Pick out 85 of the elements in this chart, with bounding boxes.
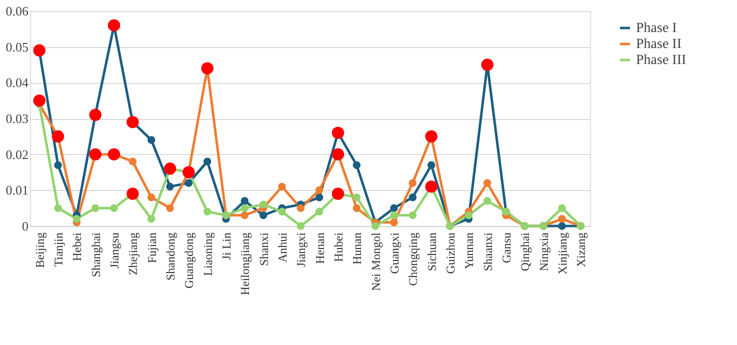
x-tick-label: Zhejiang <box>126 232 140 276</box>
x-tick-label: Anhui <box>276 232 290 262</box>
point <box>352 204 361 212</box>
point <box>259 211 268 220</box>
point <box>427 161 436 169</box>
x-tick-label: Jiangsu <box>108 232 122 268</box>
legend-label: Phase III <box>636 53 686 68</box>
point <box>72 214 81 223</box>
x-tick-label: Qinghai <box>518 232 532 272</box>
x-tick-label: Nei Mongol <box>368 232 383 291</box>
point <box>147 193 156 202</box>
point <box>296 204 305 212</box>
point <box>408 179 417 187</box>
point <box>390 204 398 212</box>
x-tick-label: Ningxia <box>536 232 551 272</box>
point <box>371 222 380 230</box>
point <box>408 211 417 220</box>
point <box>352 161 361 169</box>
y-tick-label: 0.04 <box>6 75 29 90</box>
point <box>390 218 398 226</box>
point <box>408 193 417 202</box>
point <box>296 222 305 230</box>
point <box>558 204 566 212</box>
point <box>54 204 62 212</box>
x-tick-label: Chongqing <box>406 232 420 286</box>
x-tick-label: Beijing <box>32 232 47 268</box>
x-tick-label: Yunnan <box>462 232 476 270</box>
point <box>483 197 492 205</box>
x-tick-label: Liaoning <box>200 232 215 276</box>
x-tick-label: Guangdong <box>182 232 196 288</box>
point <box>166 204 174 212</box>
x-tick-label: Guizhou <box>444 232 458 274</box>
point <box>91 204 100 212</box>
x-tick-label: Ji Lin <box>220 232 234 260</box>
x-tick-label: Sichuan <box>424 232 439 272</box>
point <box>240 204 249 212</box>
point <box>184 179 193 187</box>
point <box>483 179 492 187</box>
point <box>203 158 212 166</box>
point <box>240 211 249 220</box>
x-tick-label: Shaanxi <box>480 232 495 272</box>
point <box>240 197 249 205</box>
point <box>464 211 473 220</box>
point <box>203 208 212 216</box>
point <box>166 182 174 190</box>
point <box>558 222 566 230</box>
y-tick-label: 0.05 <box>6 39 28 54</box>
x-tick-label: Gansu <box>500 232 514 264</box>
point <box>558 214 566 223</box>
x-tick-label: Guangxi <box>388 232 402 274</box>
point <box>89 108 102 122</box>
point <box>54 161 62 169</box>
y-tick-label: 0 <box>22 218 28 234</box>
x-tick-label: Shandong <box>164 232 178 280</box>
x-tick-label: Xizang <box>574 232 588 268</box>
x-tick-label: Henan <box>312 232 327 264</box>
point <box>315 193 324 202</box>
point <box>110 204 118 212</box>
legend-label: Phase II <box>636 37 682 52</box>
point <box>278 208 286 216</box>
y-tick-label: 0.03 <box>6 111 28 126</box>
x-tick-label: Shanghai <box>88 232 103 278</box>
point <box>147 214 156 223</box>
x-tick-label: Tianjin <box>52 232 66 267</box>
x-tick-label: Shanxi <box>256 232 271 266</box>
point <box>147 136 156 144</box>
x-tick-label: Hebei <box>70 232 84 262</box>
point <box>278 182 286 190</box>
legend-label: Phase I <box>636 21 678 36</box>
point <box>315 186 324 194</box>
point <box>390 211 398 220</box>
y-tick-label: 0.01 <box>6 182 28 198</box>
y-tick-label: 0.02 <box>6 146 28 162</box>
point <box>352 193 361 202</box>
point <box>33 44 46 57</box>
x-tick-label: Hunan <box>350 232 364 264</box>
point <box>315 208 324 216</box>
x-tick-label: Xinjiang <box>556 232 570 274</box>
x-tick-label: Jiangxi <box>294 232 308 268</box>
point <box>259 200 268 208</box>
y-tick-label: 0.06 <box>6 4 29 18</box>
x-tick-label: Hubei <box>332 232 346 262</box>
point <box>128 158 137 166</box>
x-tick-label: Fujian <box>144 232 159 264</box>
x-tick-label: Heilongjiang <box>238 232 252 296</box>
